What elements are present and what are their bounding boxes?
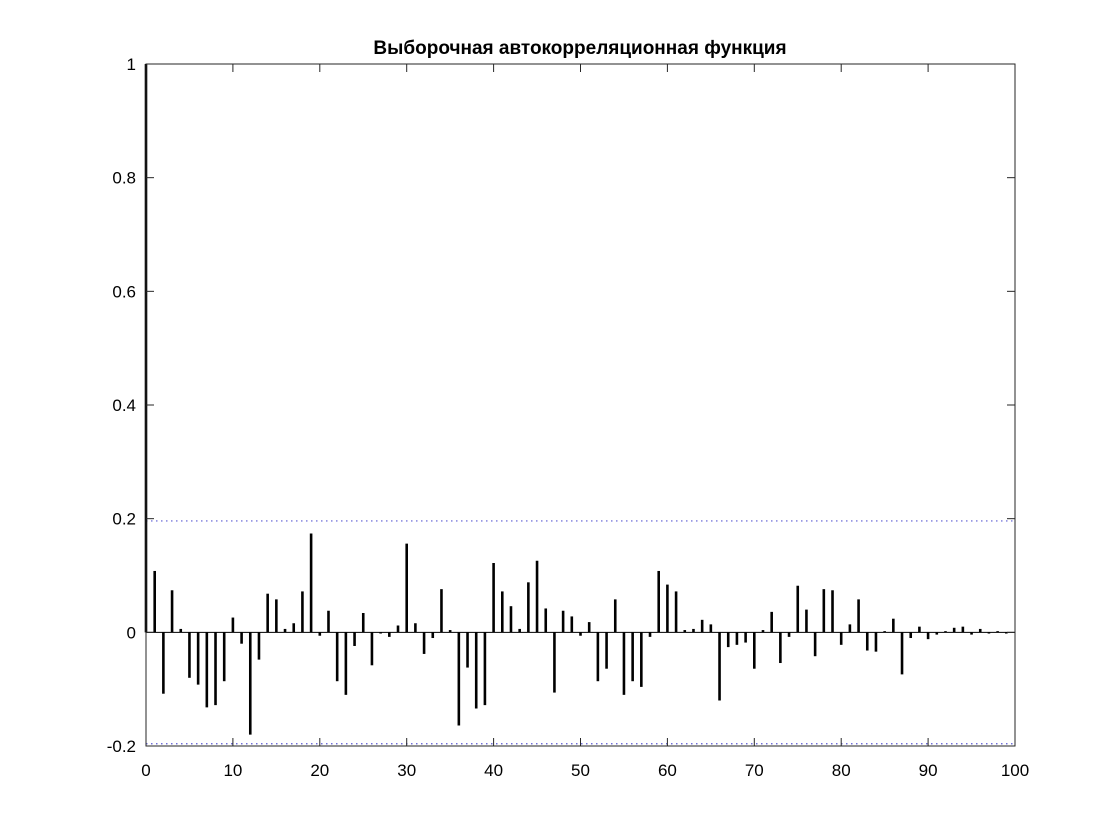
x-tick-label: 60 (658, 761, 677, 780)
y-tick-label: 0.8 (112, 169, 136, 188)
x-tick-label: 40 (484, 761, 503, 780)
x-tick-label: 20 (310, 761, 329, 780)
y-tick-label: 1 (127, 55, 136, 74)
x-tick-label: 50 (571, 761, 590, 780)
acf-bars (144, 64, 1008, 735)
plot-area (146, 64, 1015, 746)
chart-title: Выборочная автокорреляционная функция (373, 38, 786, 59)
x-tick-label: 10 (223, 761, 242, 780)
x-tick-label: 0 (141, 761, 150, 780)
y-tick-label: 0.2 (112, 510, 136, 529)
axes-box (145, 63, 1016, 747)
x-tick-label: 90 (919, 761, 938, 780)
y-tick-label: 0.6 (112, 282, 136, 301)
x-tick-label: 30 (397, 761, 416, 780)
y-tick-label: 0 (127, 623, 136, 642)
x-tick-label: 80 (832, 761, 851, 780)
x-tick-label: 70 (745, 761, 764, 780)
y-tick-label: -0.2 (107, 737, 136, 756)
y-axis-tick-labels: -0.2 0 0.2 0.4 0.6 0.8 1 (107, 55, 136, 756)
y-tick-label: 0.4 (112, 396, 136, 415)
x-tick-label: 100 (1001, 761, 1029, 780)
x-axis-tick-labels: 0 10 20 30 40 50 60 70 80 90 100 (141, 761, 1029, 780)
